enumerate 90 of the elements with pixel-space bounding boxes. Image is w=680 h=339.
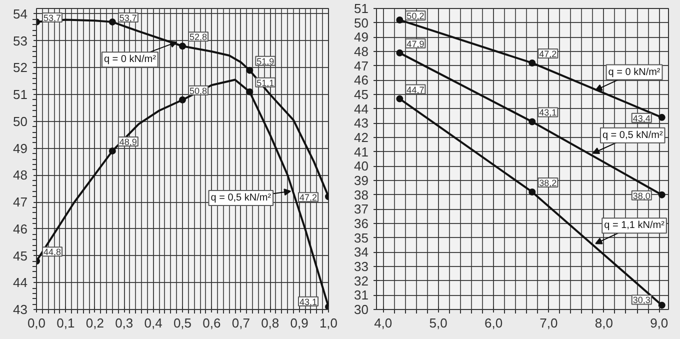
x-tick-label: 0,3 [115,316,134,330]
y-tick-label: 36 [354,216,369,231]
point [108,147,116,154]
x-tick-label: 0,1 [56,316,75,330]
y-tick-label: 50 [354,15,369,30]
point [658,114,666,121]
y-tick-label: 32 [354,273,369,288]
data-label: 38,0 [632,190,650,201]
x-tick-label: 0,9 [290,316,308,330]
annotation: q = 0,5 kN/m² [210,192,272,204]
y-tick-label: 47 [13,194,28,210]
y-tick-label: 48 [13,168,28,183]
data-label: 51,1 [256,78,274,88]
y-tick-label: 41 [354,144,369,160]
y-tick-label: 40 [354,158,369,174]
y-tick-label: 52 [13,60,28,76]
x-tick-label: 0,0 [27,316,46,330]
y-tick-label: 34 [354,244,369,260]
y-tick-label: 54 [13,6,28,22]
x-tick-label: 4,0 [374,316,392,330]
point [396,95,404,102]
data-label: 51,9 [256,56,274,66]
y-tick-label: 51 [354,1,369,16]
annotation: q = 0,5 kN/m² [602,130,664,141]
y-tick-label: 30 [354,302,369,317]
y-tick-label: 33 [354,259,369,274]
y-tick-label: 43 [13,302,28,317]
y-tick-label: 47 [354,58,369,74]
point [396,49,404,56]
data-label: 47,2 [539,48,557,59]
point [528,59,536,66]
point [246,88,254,96]
y-tick-label: 46 [354,72,369,88]
data-label: 48,9 [119,136,137,147]
point [528,118,536,126]
y-tick-label: 31 [354,288,369,303]
x-tick-label: 0,2 [86,316,104,330]
x-tick-label: 0,8 [261,316,280,330]
data-label: 43,4 [632,113,650,124]
y-tick-label: 53 [13,33,28,48]
x-tick-label: 1,0 [319,316,338,330]
annotation: q = 0 kN/m² [608,66,661,78]
x-tick-label: 8,0 [594,316,613,330]
x-tick-label: 5,0 [429,316,448,330]
x-tick-label: 0,5 [173,316,192,330]
y-tick-label: 43 [354,116,369,131]
data-label: 44,8 [44,247,62,258]
point [108,18,116,26]
point [658,191,666,198]
x-tick-label: 0,7 [232,316,250,330]
y-tick-label: 38 [354,187,369,202]
y-tick-label: 48 [354,44,369,59]
point [179,42,186,50]
y-tick-label: 50 [13,114,28,129]
y-tick-label: 35 [354,230,369,246]
data-label: 53,7 [119,12,137,23]
y-tick-label: 45 [354,87,369,102]
y-tick-label: 45 [13,248,28,264]
point [179,96,186,104]
data-label: 52,8 [190,32,208,42]
x-tick-label: 7,0 [540,316,558,330]
y-tick-label: 49 [354,30,369,45]
point [658,302,666,309]
y-tick-label: 44 [13,275,28,290]
annotation: q = 1,1 kN/m² [604,220,666,232]
data-label: 47,9 [406,38,424,49]
point [246,66,254,74]
data-label: 43,1 [539,108,557,118]
y-tick-label: 46 [13,221,28,236]
annotation: q = 0 kN/m² [104,54,157,66]
data-label: 50,8 [190,86,208,96]
y-tick-label: 49 [13,140,28,156]
data-label: 43,1 [300,296,318,307]
y-tick-label: 44 [354,101,369,116]
data-label: 53,7 [44,12,62,23]
data-label: 30,3 [632,295,650,306]
y-tick-label: 42 [354,130,369,145]
x-tick-label: 0,4 [144,316,162,330]
data-label: 38,2 [539,178,557,188]
point [528,188,536,196]
data-label: 44,7 [406,84,424,95]
y-tick-label: 39 [354,173,369,188]
point [396,16,404,24]
data-label: 50,2 [406,10,424,21]
y-tick-label: 37 [354,202,369,217]
data-label: 47,2 [300,192,318,203]
x-tick-label: 9,0 [650,316,668,330]
x-tick-label: 6,0 [484,316,503,330]
x-tick-label: 0,6 [202,316,221,330]
y-tick-label: 51 [13,87,28,102]
